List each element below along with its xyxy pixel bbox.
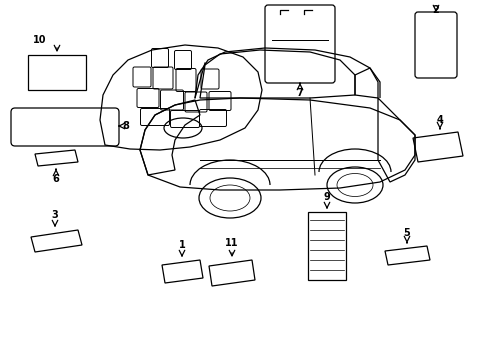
Text: 8: 8	[122, 121, 129, 131]
Bar	[28, 55, 86, 90]
Text: 7: 7	[296, 88, 303, 98]
Text: 9: 9	[323, 192, 330, 202]
Text: 3: 3	[52, 210, 58, 220]
Text: 6: 6	[53, 174, 59, 184]
Text: 10: 10	[33, 35, 47, 45]
Bar	[307, 212, 346, 280]
Text: 2: 2	[432, 5, 439, 15]
Text: 1: 1	[178, 240, 185, 250]
Text: 11: 11	[225, 238, 238, 248]
Text: 5: 5	[403, 228, 409, 238]
Text: 4: 4	[436, 115, 443, 125]
